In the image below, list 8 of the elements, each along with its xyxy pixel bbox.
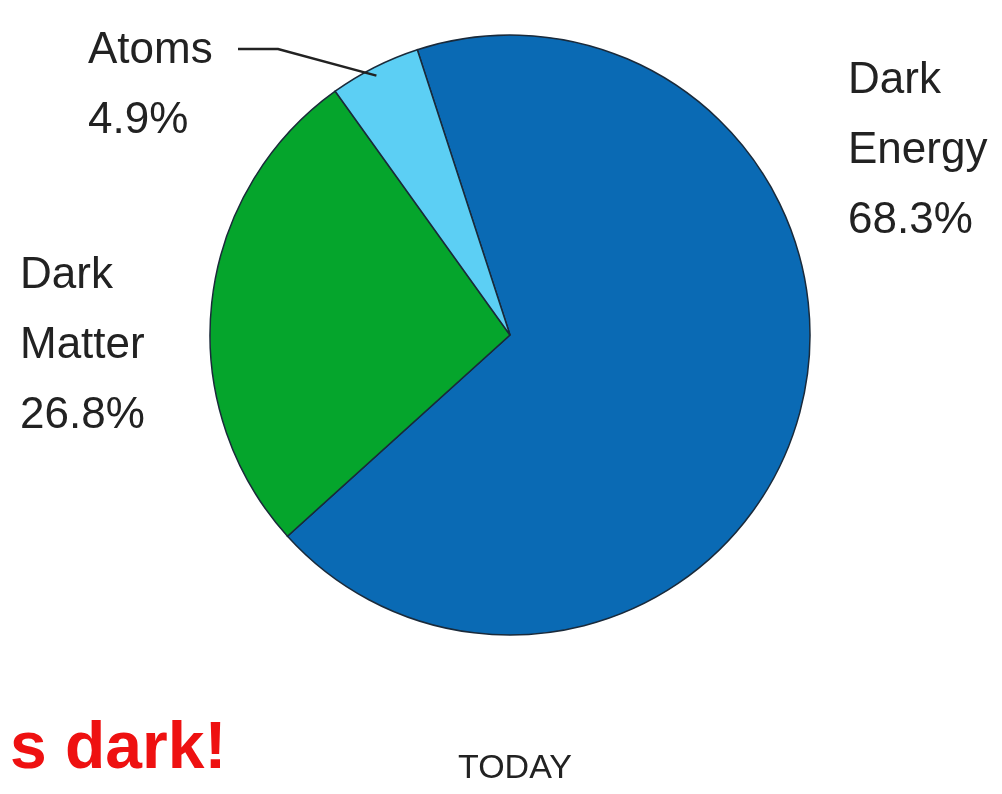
- slice-label: Dark Energy: [848, 53, 988, 172]
- data-label: 26.8%: [20, 388, 145, 437]
- slice-label: Dark Matter: [20, 248, 145, 367]
- data-label: 68.3%: [848, 193, 973, 242]
- text: s dark!: [10, 708, 227, 782]
- data-label: 4.9%: [88, 93, 189, 142]
- text: TODAY: [458, 747, 572, 785]
- slice-label: Atoms: [88, 23, 213, 72]
